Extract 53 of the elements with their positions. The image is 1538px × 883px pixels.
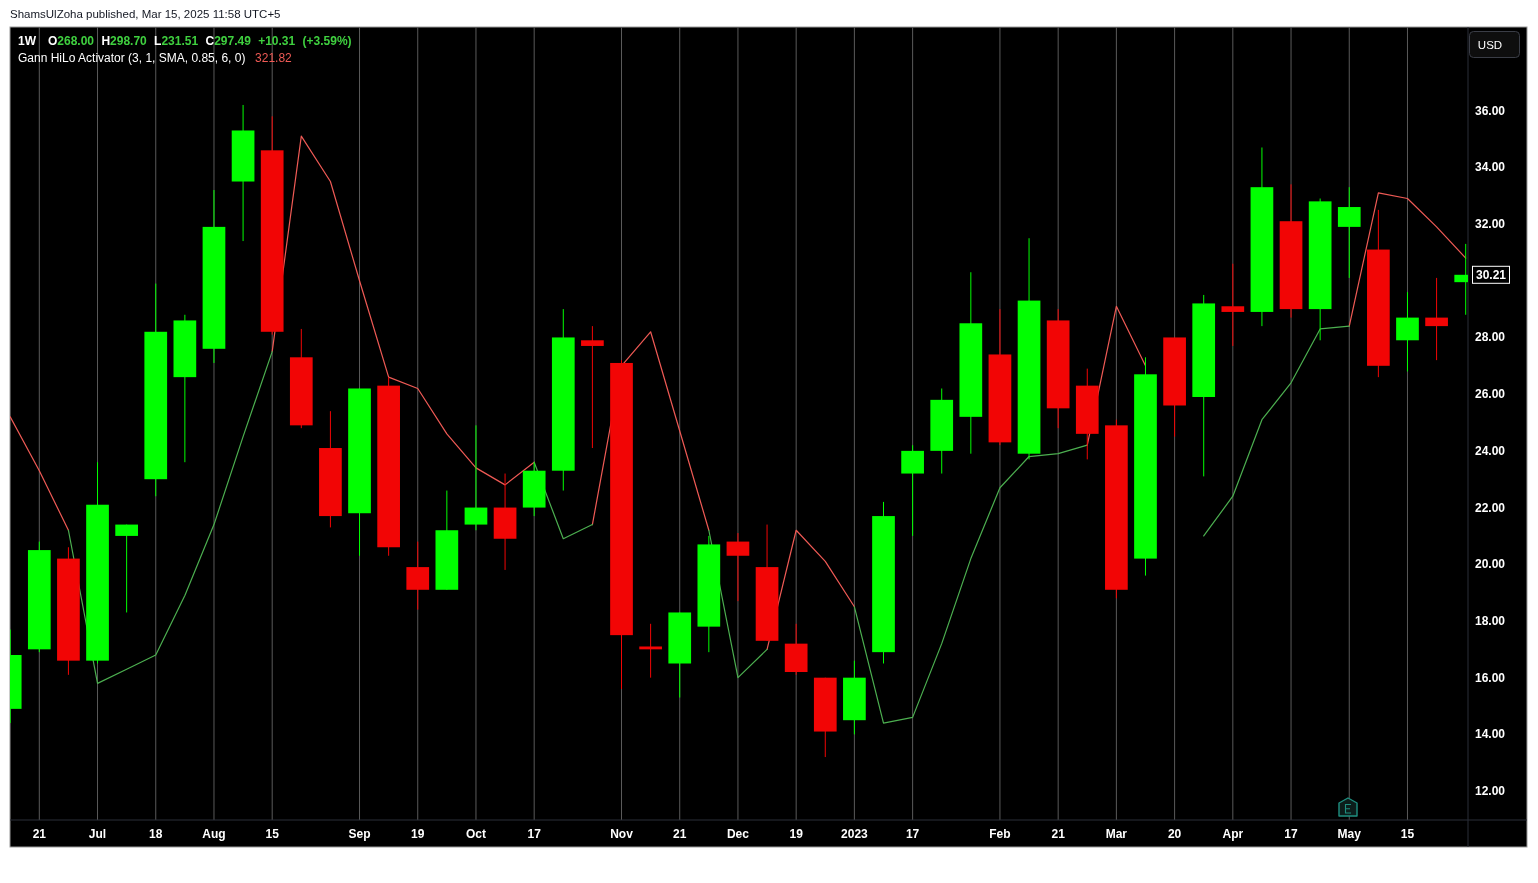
x-tick-label: May: [1337, 827, 1362, 841]
x-tick-label: 18: [149, 827, 163, 841]
x-tick-label: Nov: [610, 827, 634, 841]
x-tick-label: 17: [527, 827, 542, 841]
x-tick-label: 2023: [841, 827, 869, 841]
candlestick: [901, 444, 924, 537]
candlestick: [1221, 263, 1245, 347]
y-tick-label: 20.00: [1474, 557, 1506, 572]
candlestick: [639, 623, 662, 679]
y-tick-label: 34.00: [1474, 160, 1506, 175]
x-tick-label: 19: [789, 827, 804, 841]
x-tick-label: 20: [1167, 827, 1182, 841]
x-tick-label: Feb: [989, 827, 1011, 841]
x-tick-label: 17: [1284, 827, 1299, 841]
x-tick-label: Aug: [202, 827, 226, 841]
annotation: 30.21: [1475, 267, 1507, 282]
x-tick-label: Oct: [465, 827, 486, 841]
x-tick-label: 21: [1051, 827, 1066, 841]
annotation: 321.82: [255, 51, 293, 65]
y-tick-label: 32.00: [1474, 217, 1506, 232]
y-tick-label: 28.00: [1474, 330, 1506, 345]
y-tick-label: 24.00: [1474, 443, 1506, 458]
y-tick-label: 22.00: [1474, 500, 1506, 515]
text: 1W: [18, 34, 37, 48]
x-tick-label: 15: [265, 827, 280, 841]
y-tick-label: 14.00: [1474, 727, 1506, 742]
y-tick-label: 16.00: [1474, 670, 1506, 685]
annotation: USD: [1477, 38, 1503, 51]
x-tick-label: 15: [1400, 827, 1415, 841]
y-tick-label: 26.00: [1474, 387, 1506, 402]
y-tick-label: 36.00: [1474, 103, 1506, 118]
x-tick-label: Jul: [88, 827, 107, 841]
x-tick-label: 21: [673, 827, 687, 841]
candlestick: [581, 325, 604, 449]
candlestick: [1425, 277, 1448, 361]
y-tick-label: 18.00: [1474, 613, 1506, 628]
x-tick-label: 21: [32, 827, 47, 841]
candlestick: [406, 541, 430, 611]
candlestick: [115, 524, 138, 613]
x-tick-label: Sep: [348, 827, 371, 841]
x-tick-label: Mar: [1105, 827, 1128, 841]
candlestick: [726, 532, 750, 602]
x-tick-label: 19: [411, 827, 425, 841]
candlestick: [1396, 291, 1419, 372]
x-tick-label: 17: [905, 827, 920, 841]
candlestick: [464, 424, 488, 531]
x-tick-label: Apr: [1222, 827, 1244, 841]
candlestick: [1337, 186, 1361, 279]
text: ShamsUlZoha published, Mar 15, 2025 11:58 UTC+5: [10, 8, 281, 20]
text: Gann HiLo Activator (3, 1, SMA, 0.85, 6, 0): [18, 51, 246, 65]
text: O268.00 H298.70 L231.51 C297.49 +10.31 (+3.59%): [48, 34, 352, 48]
y-tick-label: 12.00: [1474, 784, 1506, 799]
x-tick-label: Dec: [726, 827, 750, 841]
